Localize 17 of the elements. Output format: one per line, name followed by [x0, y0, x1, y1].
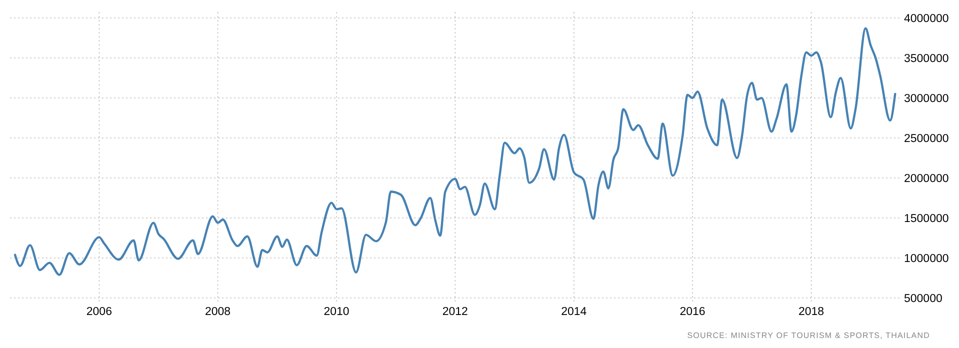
source-note: SOURCE: MINISTRY OF TOURISM & SPORTS, THAILAND	[687, 331, 930, 340]
x-tick-label: 2014	[561, 306, 588, 318]
x-tick-label: 2012	[442, 306, 468, 318]
y-tick-label: 4000000	[904, 13, 949, 26]
y-tick-label: 500000	[904, 293, 942, 306]
x-tick-label: 2006	[86, 306, 112, 318]
y-tick-label: 3500000	[904, 53, 949, 66]
x-tick-label: 2010	[324, 306, 350, 318]
y-tick-label: 2000000	[904, 173, 949, 186]
x-tick-label: 2016	[680, 306, 706, 318]
y-tick-label: 1500000	[904, 213, 949, 226]
y-tick-label: 3000000	[904, 93, 949, 106]
x-tick-label: 2018	[798, 306, 824, 318]
y-tick-label: 1000000	[904, 253, 949, 266]
y-tick-label: 2500000	[904, 133, 949, 146]
line-series	[14, 27, 896, 276]
x-tick-label: 2008	[205, 306, 231, 318]
